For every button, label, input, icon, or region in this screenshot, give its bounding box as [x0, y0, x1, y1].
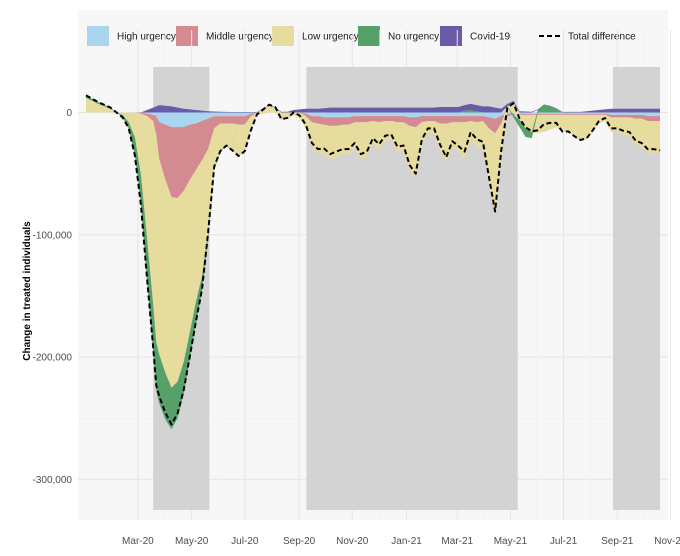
y-axis-title: Change in treated individuals [22, 221, 33, 361]
legend-key-middle-urgency [176, 26, 198, 46]
total-difference-line [85, 94, 661, 426]
x-tick-label-9: Sep-21 [601, 536, 634, 547]
legend-key-high-urgency [87, 26, 109, 46]
x-tick-label-2: Jul-20 [231, 536, 259, 547]
legend-label-covid-19: Covid-19 [470, 32, 510, 43]
y-tick-label-3: -300,000 [33, 475, 73, 486]
x-tick-label-5: Jan-21 [391, 536, 422, 547]
x-tick-label-1: May-20 [175, 536, 209, 547]
area-covid-19 [86, 95, 660, 113]
stacked-areas [86, 95, 660, 430]
y-tick-label-1: -100,000 [33, 230, 73, 241]
x-axis-ticks: Mar-20 May-20 Jul-20 Sep-20 Nov-20 Jan-21 Mar-… [122, 536, 680, 547]
legend-label-middle-urgency: Middle urgency [206, 32, 274, 43]
y-tick-label-0: 0 [66, 108, 72, 119]
legend-label-total-difference: Total difference [568, 32, 636, 43]
x-tick-label-10: Nov-21 [654, 536, 680, 547]
area-middle-urgency [86, 112, 660, 199]
legend-key-covid-19 [440, 26, 462, 46]
legend-label-low-urgency: Low urgency [302, 32, 359, 43]
x-tick-label-6: Mar-21 [441, 536, 473, 547]
x-tick-label-4: Nov-20 [336, 536, 369, 547]
total-difference-group [85, 94, 661, 426]
legend-key-low-urgency [272, 26, 294, 46]
area-low-urgency [86, 97, 660, 388]
x-tick-label-7: May-21 [494, 536, 528, 547]
x-tick-label-8: Jul-21 [550, 536, 578, 547]
legend-label-high-urgency: High urgency [117, 32, 176, 43]
x-tick-label-3: Sep-20 [283, 536, 316, 547]
legend-label-no-urgency: No urgency [388, 32, 439, 43]
legend: High urgency Middle urgency Low urgency No … [87, 26, 636, 46]
x-tick-label-0: Mar-20 [122, 536, 154, 547]
y-axis-ticks: 0 -100,000 -200,000 -300,000 [33, 108, 73, 486]
y-tick-label-2: -200,000 [33, 353, 73, 364]
legend-key-no-urgency [358, 26, 380, 46]
